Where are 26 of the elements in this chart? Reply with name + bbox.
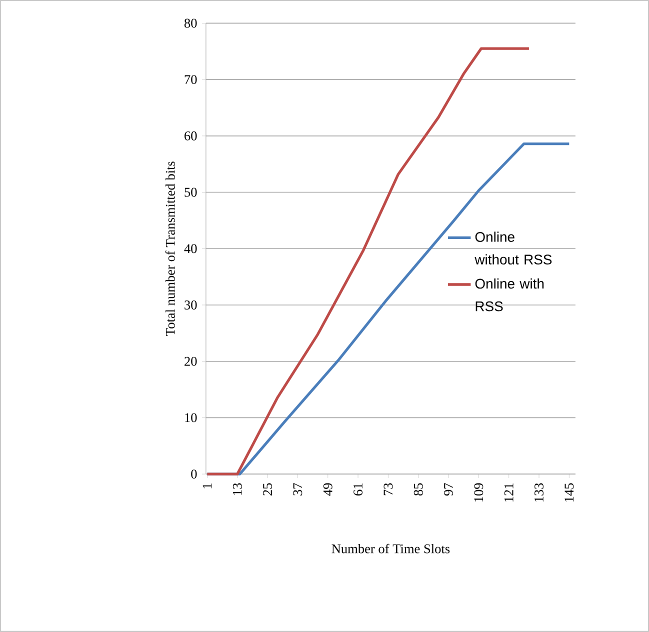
- y-tick-label: 10: [185, 413, 197, 422]
- x-tick-label: 61: [354, 484, 362, 496]
- x-tick-label: 49: [323, 483, 332, 496]
- y-tick-label: 50: [184, 188, 197, 197]
- x-tick-label: 25: [263, 483, 272, 496]
- y-tick-label: 70: [184, 75, 197, 84]
- x-tick-label: 37: [293, 483, 302, 496]
- y-tick-label: 60: [184, 131, 197, 140]
- y-tick-label: 30: [184, 300, 197, 310]
- x-tick-label: 145: [564, 483, 574, 502]
- y-tick-label: 0: [191, 470, 197, 479]
- y-tick-label: 20: [184, 356, 197, 366]
- x-axis-title: Number of Time Slots: [332, 544, 450, 554]
- x-tick-label: 121: [504, 484, 514, 502]
- x-tick-label: 73: [384, 483, 393, 496]
- legend-label: Online with RSS: [475, 278, 544, 312]
- x-tick-label: 97: [444, 483, 453, 496]
- x-tick-label: 109: [474, 483, 484, 502]
- legend-label: Online without RSS: [474, 232, 552, 265]
- x-tick-label: 85: [414, 483, 423, 496]
- y-tick-label: 40: [184, 244, 197, 254]
- y-axis-title: Total number of Transmitted bits: [165, 162, 175, 336]
- y-tick-label: 80: [184, 18, 197, 28]
- x-tick-label: 133: [534, 483, 544, 502]
- x-tick-label: 13: [232, 483, 242, 495]
- x-tick-label: 1: [202, 484, 212, 488]
